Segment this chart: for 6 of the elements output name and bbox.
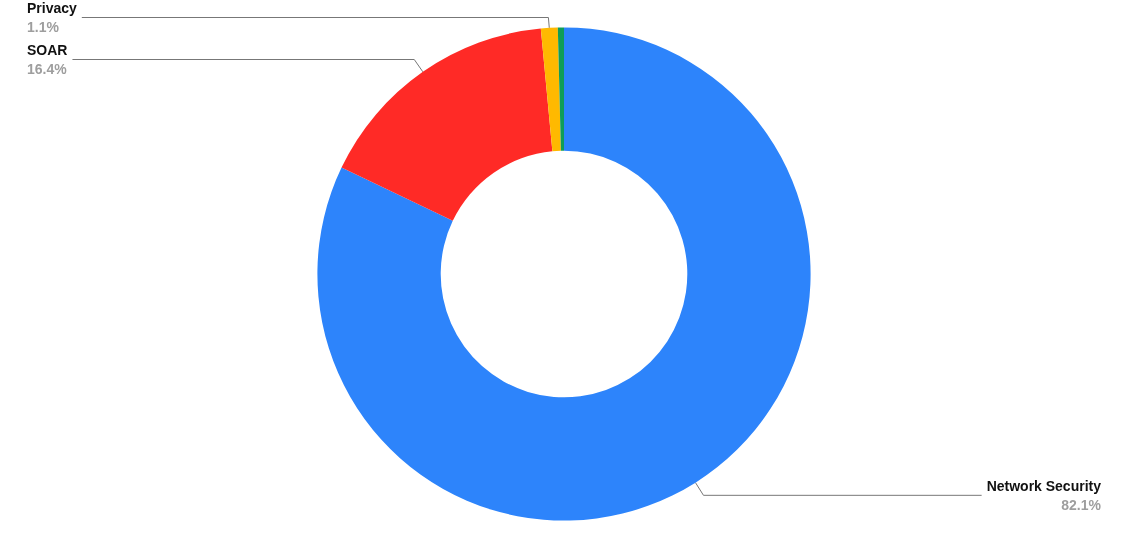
slice-label: Network Security — [986, 477, 1102, 494]
slice-label: Privacy — [27, 0, 78, 16]
data-label: 1.1% — [27, 19, 60, 35]
data-label: 16.4% — [27, 61, 68, 77]
data-label: 82.1% — [1061, 496, 1102, 513]
slice-label: SOAR — [27, 42, 68, 58]
